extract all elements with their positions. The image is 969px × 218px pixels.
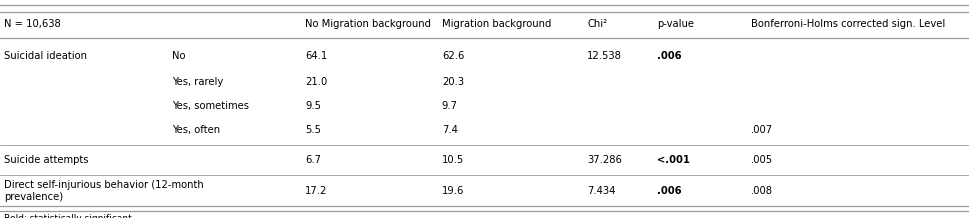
Text: Suicidal ideation: Suicidal ideation [4, 51, 87, 61]
Text: Bonferroni-Holms corrected sign. Level: Bonferroni-Holms corrected sign. Level [751, 19, 945, 29]
Text: .006: .006 [657, 186, 681, 196]
Text: 12.538: 12.538 [587, 51, 622, 61]
Text: p-value: p-value [657, 19, 694, 29]
Text: 64.1: 64.1 [305, 51, 328, 61]
Text: 62.6: 62.6 [442, 51, 464, 61]
Text: 19.6: 19.6 [442, 186, 464, 196]
Text: .005: .005 [751, 155, 773, 165]
Text: 7.434: 7.434 [587, 186, 615, 196]
Text: <.001: <.001 [657, 155, 690, 165]
Text: 17.2: 17.2 [305, 186, 328, 196]
Text: 9.7: 9.7 [442, 101, 458, 111]
Text: Yes, often: Yes, often [172, 125, 221, 135]
Text: Bold: statistically significant: Bold: statistically significant [4, 214, 132, 218]
Text: 37.286: 37.286 [587, 155, 622, 165]
Text: 7.4: 7.4 [442, 125, 457, 135]
Text: Suicide attempts: Suicide attempts [4, 155, 88, 165]
Text: Migration background: Migration background [442, 19, 551, 29]
Text: .008: .008 [751, 186, 773, 196]
Text: 10.5: 10.5 [442, 155, 464, 165]
Text: No: No [172, 51, 186, 61]
Text: Yes, sometimes: Yes, sometimes [172, 101, 249, 111]
Text: 9.5: 9.5 [305, 101, 322, 111]
Text: 20.3: 20.3 [442, 77, 464, 87]
Text: 5.5: 5.5 [305, 125, 322, 135]
Text: N = 10,638: N = 10,638 [4, 19, 61, 29]
Text: .006: .006 [657, 51, 681, 61]
Text: No Migration background: No Migration background [305, 19, 431, 29]
Text: 6.7: 6.7 [305, 155, 322, 165]
Text: .007: .007 [751, 125, 773, 135]
Text: Yes, rarely: Yes, rarely [172, 77, 224, 87]
Text: Chi²: Chi² [587, 19, 608, 29]
Text: Direct self-injurious behavior (12-month
prevalence): Direct self-injurious behavior (12-month… [4, 180, 203, 202]
Text: 21.0: 21.0 [305, 77, 328, 87]
